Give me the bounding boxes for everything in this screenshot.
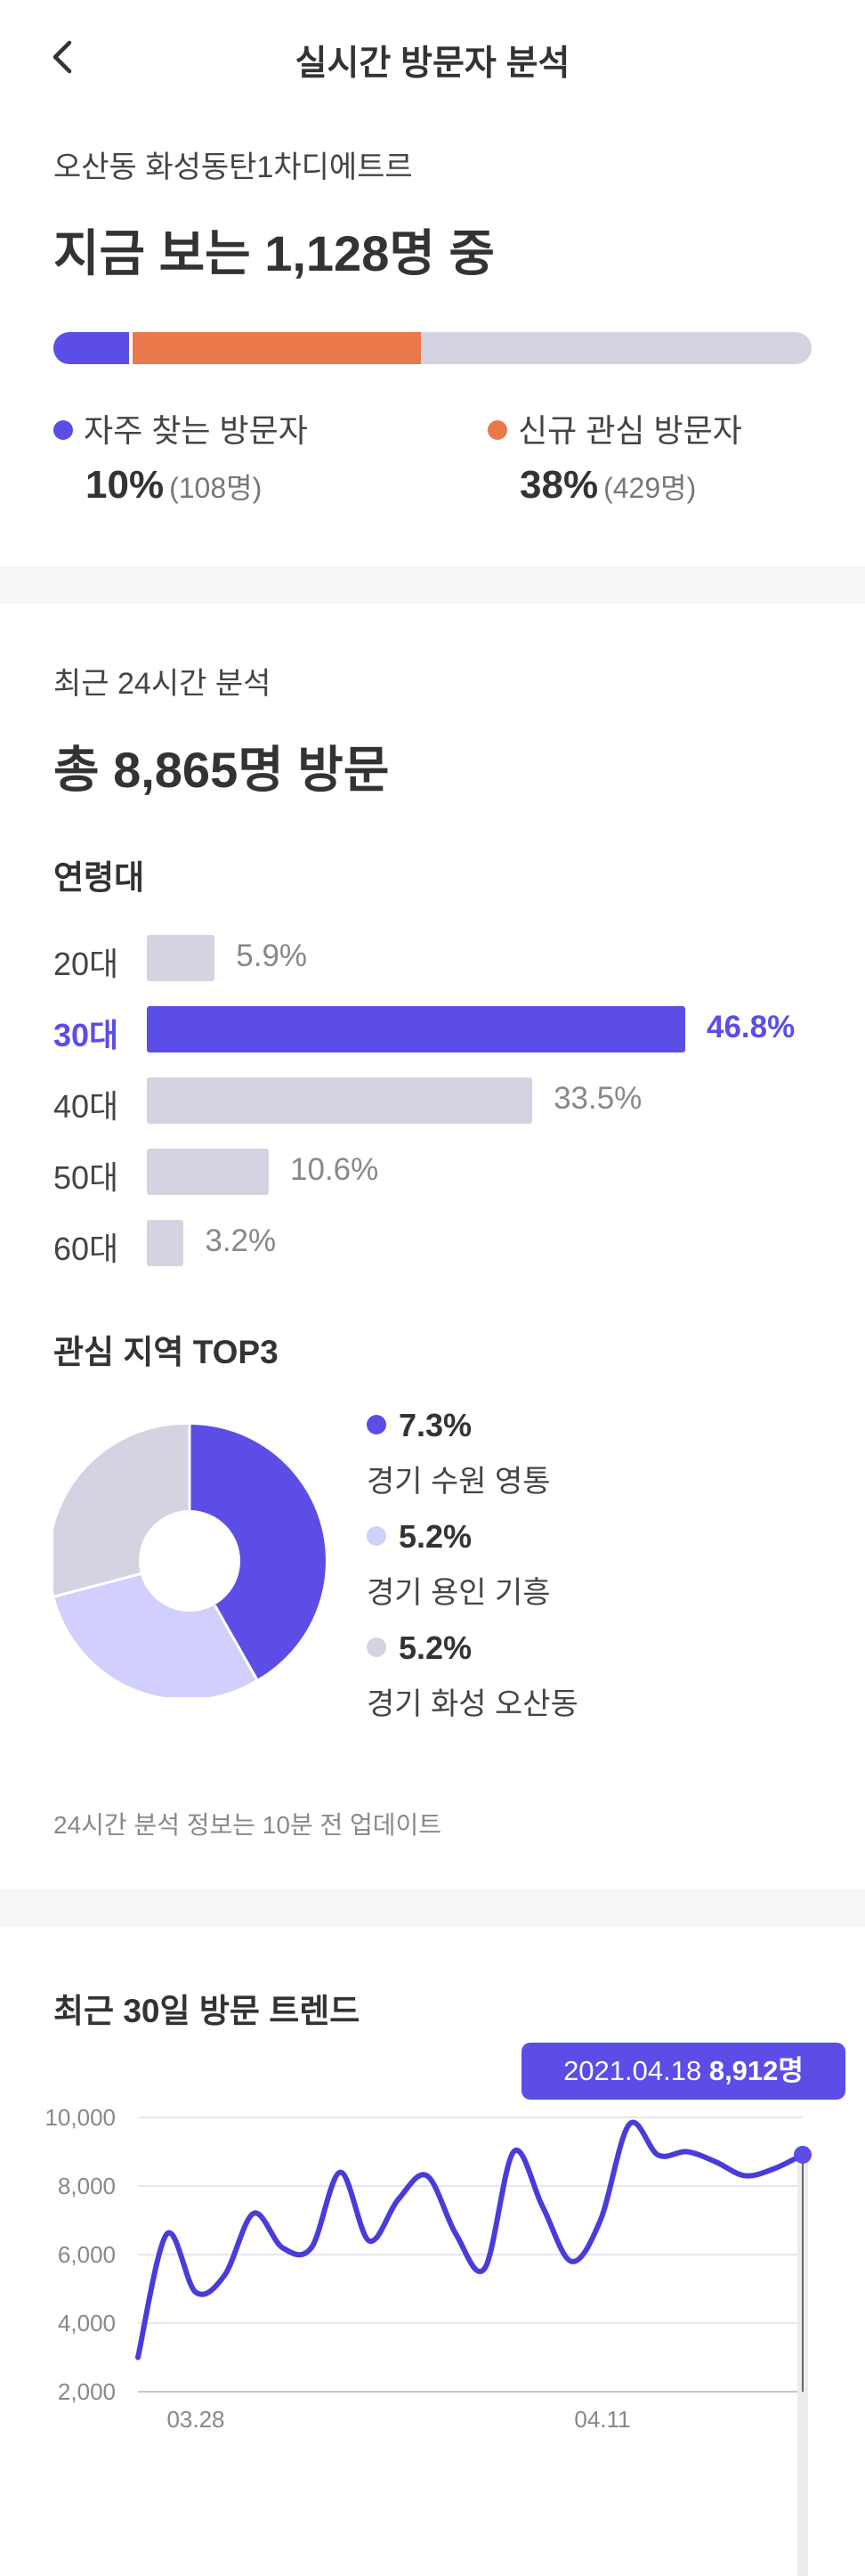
age-row: 20대 5.9% bbox=[53, 935, 854, 982]
daily-label: 최근 24시간 분석 bbox=[53, 667, 271, 701]
age-label: 50대 bbox=[53, 1159, 119, 1196]
age-bar bbox=[147, 1077, 533, 1124]
header: 실시간 방문자 분석 bbox=[0, 0, 865, 116]
y-tick-label: 10,000 bbox=[44, 2104, 116, 2131]
trend-title: 최근 30일 방문 트렌드 bbox=[53, 1993, 360, 2029]
age-row: 30대 46.8% bbox=[53, 1006, 854, 1053]
data-point-last bbox=[794, 2145, 812, 2164]
age-bar bbox=[147, 935, 215, 981]
tooltip-box bbox=[521, 2043, 845, 2100]
realtime-headline: 지금 보는 1,128명 중 bbox=[53, 225, 495, 281]
region-item-2: 5.2% 경기 용인 기흥 bbox=[367, 1518, 551, 1610]
age-row: 50대 10.6% bbox=[53, 1149, 854, 1196]
age-label: 40대 bbox=[53, 1088, 119, 1125]
age-bar bbox=[147, 1220, 184, 1266]
region-item-3: 5.2% 경기 화성 오산동 bbox=[367, 1629, 578, 1721]
daily-total: 총 8,865명 방문 bbox=[53, 742, 390, 798]
back-icon[interactable] bbox=[44, 36, 80, 78]
frequent-visitor-segment bbox=[53, 332, 130, 364]
region-dot-icon bbox=[367, 1526, 386, 1547]
y-tick-label: 2,000 bbox=[58, 2378, 116, 2405]
age-value: 10.6% bbox=[290, 1152, 379, 1187]
age-label: 20대 bbox=[53, 946, 119, 982]
visitor-share-bar bbox=[53, 332, 812, 364]
frequent-visitor-value: 10% (108명) bbox=[85, 463, 263, 507]
age-bar bbox=[147, 1149, 270, 1195]
y-tick-label: 6,000 bbox=[58, 2241, 116, 2268]
x-tick-label: 04.11 bbox=[574, 2406, 630, 2433]
update-note: 24시간 분석 정보는 10분 전 업데이트 bbox=[53, 1811, 442, 1839]
age-row: 60대 3.2% bbox=[53, 1220, 854, 1267]
section-divider bbox=[0, 566, 865, 604]
y-tick-label: 8,000 bbox=[58, 2173, 116, 2199]
page-title: 실시간 방문자 분석 bbox=[295, 45, 570, 83]
age-value: 46.8% bbox=[707, 1010, 796, 1044]
y-tick-label: 4,000 bbox=[58, 2310, 116, 2336]
new-visitor-legend: 신규 관심 방문자 bbox=[488, 405, 742, 451]
age-value: 33.5% bbox=[554, 1081, 643, 1116]
new-dot-icon bbox=[488, 420, 507, 441]
age-title: 연령대 bbox=[53, 859, 145, 896]
age-value: 3.2% bbox=[205, 1223, 277, 1258]
section-divider bbox=[0, 1889, 865, 1927]
age-label: 60대 bbox=[53, 1231, 119, 1267]
x-tick-label: 03.28 bbox=[166, 2406, 224, 2433]
frequent-dot-icon bbox=[53, 420, 73, 441]
frequent-visitor-legend: 자주 찾는 방문자 bbox=[53, 405, 308, 451]
region-donut-chart bbox=[53, 1425, 326, 1697]
age-label: 30대 bbox=[53, 1017, 119, 1053]
pie-slice-suwon bbox=[190, 1425, 326, 1679]
region-dot-icon bbox=[367, 1637, 386, 1658]
tooltip-text: 2021.04.18 8,912명 bbox=[563, 2055, 804, 2086]
trend-line-chart[interactable]: 10,000 8,000 6,000 4,000 2,000 03.28 04.11 2021… bbox=[0, 2030, 865, 2576]
region-item-1: 7.3% 경기 수원 영통 bbox=[367, 1407, 551, 1499]
series-line bbox=[135, 2119, 805, 2361]
new-visitor-value: 38% (429명) bbox=[520, 463, 697, 507]
age-bar bbox=[147, 1006, 685, 1052]
age-row: 40대 33.5% bbox=[53, 1077, 854, 1125]
age-value: 5.9% bbox=[236, 939, 308, 973]
place-name: 오산동 화성동탄1차디에트르 bbox=[53, 150, 413, 184]
region-title: 관심 지역 TOP3 bbox=[53, 1334, 279, 1370]
region-dot-icon bbox=[367, 1415, 386, 1435]
new-visitor-segment bbox=[133, 332, 421, 364]
